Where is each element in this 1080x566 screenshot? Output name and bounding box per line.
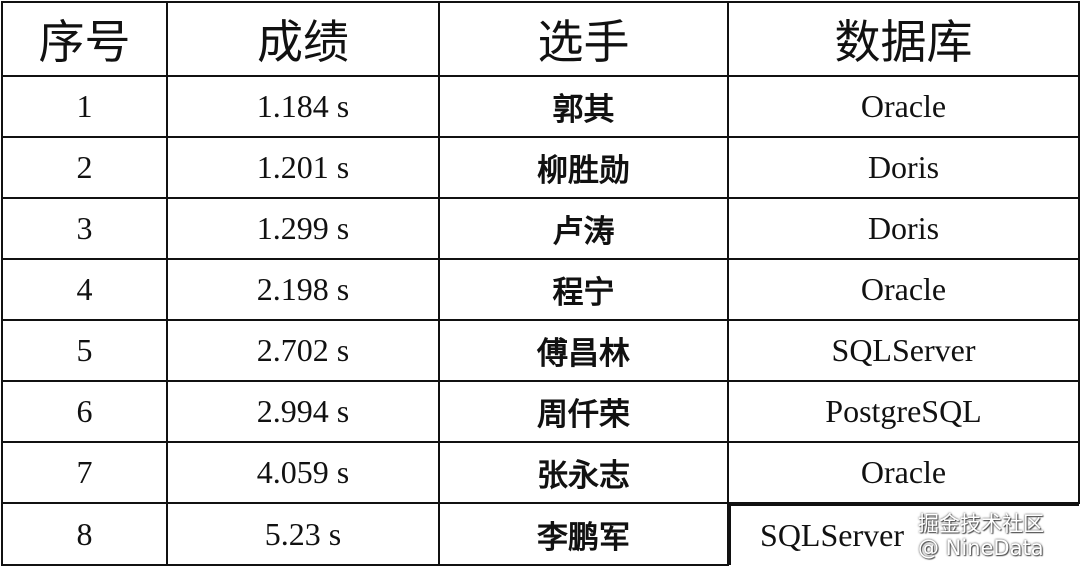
database-cell: SQLServer <box>727 319 1080 382</box>
rank-cell-text: 1 <box>76 88 93 124</box>
time-cell-text: 2.994 s <box>256 393 350 429</box>
time-cell: 2.702 s <box>166 319 440 382</box>
rank-cell: 3 <box>1 197 168 260</box>
table-row: 2 1.201 s 柳胜勋 Doris <box>1 136 1080 199</box>
database-cell-text: Oracle <box>860 454 947 490</box>
player-cell-text: 柳胜勋 <box>537 153 630 189</box>
rank-cell-text: 5 <box>76 332 93 368</box>
player-cell-text: 程宁 <box>552 275 615 311</box>
database-cell: Oracle <box>727 441 1080 504</box>
player-cell-text: 张永志 <box>537 458 630 494</box>
database-cell-text: Doris <box>867 210 940 246</box>
header-database: 数据库 <box>727 1 1080 77</box>
rank-cell-text: 3 <box>76 210 93 246</box>
time-cell-text: 1.299 s <box>256 210 350 246</box>
database-cell: Oracle <box>727 258 1080 321</box>
database-cell: Doris <box>727 197 1080 260</box>
table-row: 5 2.702 s 傅昌林 SQLServer <box>1 319 1080 382</box>
database-cell: PostgreSQL <box>727 380 1080 443</box>
time-cell: 1.184 s <box>166 75 440 138</box>
time-cell: 1.299 s <box>166 197 440 260</box>
time-cell-text: 2.198 s <box>256 271 350 307</box>
header-player: 选手 <box>438 1 729 77</box>
table-row: 3 1.299 s 卢涛 Doris <box>1 197 1080 260</box>
player-cell: 郭其 <box>438 75 729 138</box>
rank-cell-text: 7 <box>76 454 93 490</box>
time-cell: 4.059 s <box>166 441 440 504</box>
database-cell-text: SQLServer <box>760 517 904 553</box>
time-cell-text: 4.059 s <box>256 454 350 490</box>
rank-cell: 6 <box>1 380 168 443</box>
time-cell: 2.994 s <box>166 380 440 443</box>
rank-cell: 1 <box>1 75 168 138</box>
header-time: 成绩 <box>166 1 440 77</box>
rank-cell: 7 <box>1 441 168 504</box>
player-cell-text: 李鹏军 <box>537 519 630 556</box>
table-row: 1 1.184 s 郭其 Oracle <box>1 75 1080 138</box>
time-cell-text: 1.184 s <box>256 88 350 124</box>
rank-cell: 8 <box>1 502 168 566</box>
time-cell-text: 1.201 s <box>256 149 350 185</box>
player-cell: 张永志 <box>438 441 729 504</box>
player-cell: 程宁 <box>438 258 729 321</box>
header-rank: 序号 <box>1 1 168 77</box>
player-cell-text: 周仟荣 <box>537 397 630 433</box>
time-cell: 5.23 s <box>166 502 440 566</box>
database-cell-text: PostgreSQL <box>825 393 982 429</box>
time-cell: 1.201 s <box>166 136 440 199</box>
table-row: 7 4.059 s 张永志 Oracle <box>1 441 1080 504</box>
rank-cell-text: 2 <box>76 149 93 185</box>
rank-cell-text: 6 <box>76 393 93 429</box>
database-cell-text: Oracle <box>860 271 947 307</box>
time-cell-text: 2.702 s <box>256 332 350 368</box>
database-cell-text: Oracle <box>860 88 947 124</box>
database-cell-text: Doris <box>867 149 940 185</box>
rank-cell: 2 <box>1 136 168 199</box>
database-cell: Doris <box>727 136 1080 199</box>
player-cell-text: 郭其 <box>552 92 615 128</box>
database-cell-text: SQLServer <box>831 332 976 368</box>
player-cell: 周仟荣 <box>438 380 729 443</box>
player-cell: 卢涛 <box>438 197 729 260</box>
time-cell: 2.198 s <box>166 258 440 321</box>
rank-cell: 5 <box>1 319 168 382</box>
time-cell-text: 5.23 s <box>264 515 342 552</box>
watermark: 掘金技术社区 @ NineData <box>917 511 1044 560</box>
player-cell-text: 卢涛 <box>552 214 615 250</box>
header-row: 序号 成绩 选手 数据库 <box>1 1 1080 77</box>
table-row: 6 2.994 s 周仟荣 PostgreSQL <box>1 380 1080 443</box>
database-cell: SQLServer 掘金技术社区 @ NineData <box>729 504 1079 565</box>
rank-cell-text: 4 <box>76 271 93 307</box>
table-row: 4 2.198 s 程宁 Oracle <box>1 258 1080 321</box>
database-cell: Oracle <box>727 75 1080 138</box>
player-cell: 柳胜勋 <box>438 136 729 199</box>
rank-cell: 4 <box>1 258 168 321</box>
player-cell-text: 傅昌林 <box>537 336 630 372</box>
table-row: 8 5.23 s 李鹏军 SQLServer 掘金技术社区 @ NineData <box>1 502 1079 566</box>
player-cell: 傅昌林 <box>438 319 729 382</box>
player-cell: 李鹏军 <box>438 502 729 566</box>
rank-cell-text: 8 <box>76 515 93 552</box>
